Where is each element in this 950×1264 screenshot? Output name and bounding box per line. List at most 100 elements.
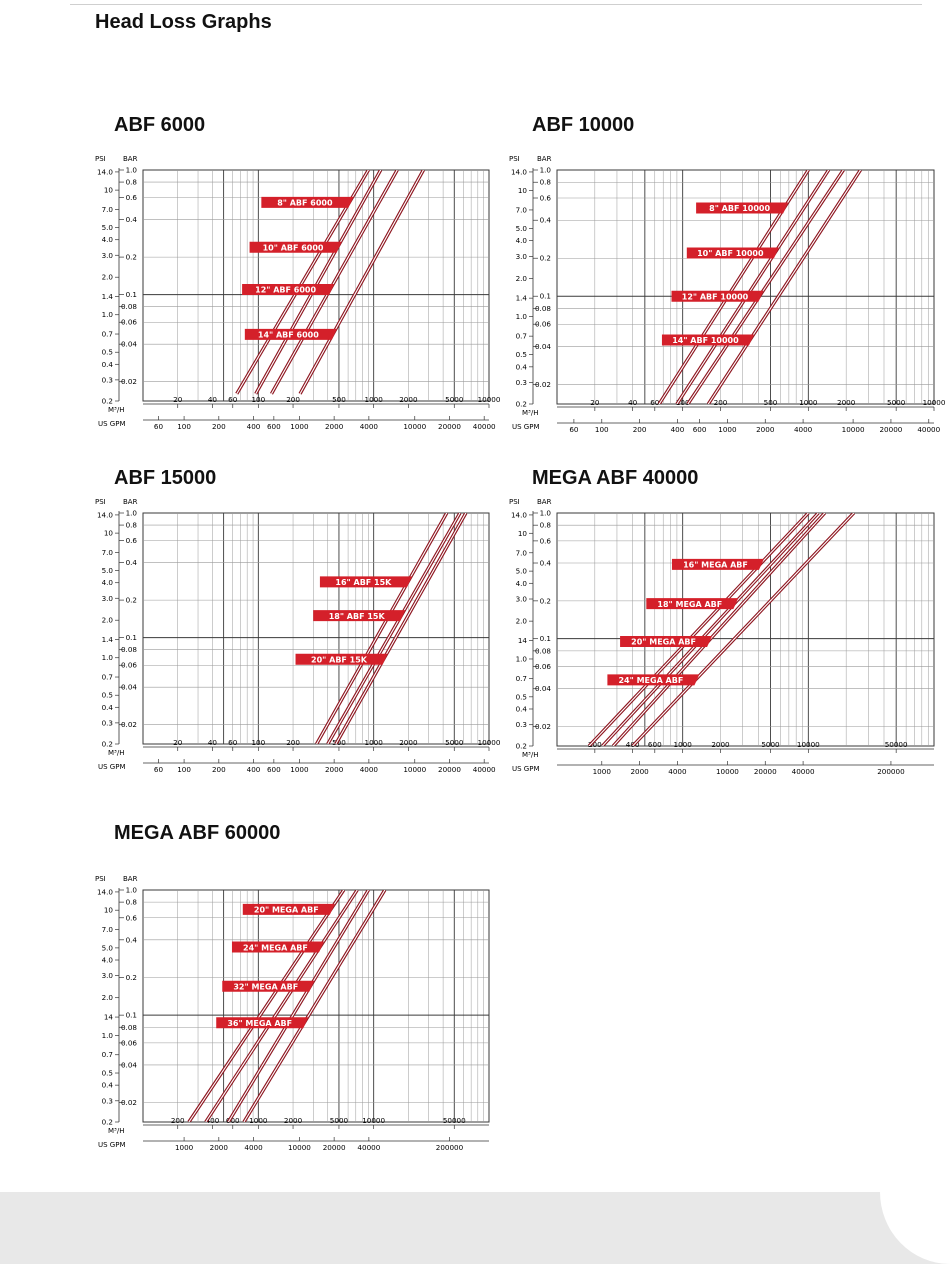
chart1-m3h-tick-label: 60 <box>650 398 660 407</box>
chart2-m3h-tick-label: 1000 <box>365 738 384 747</box>
chart3-series-label: 16" MEGA ABF <box>683 561 748 570</box>
chart1-gpm-tick-label: 40000 <box>917 425 940 434</box>
chart1-bar-tick-label: 0.02 <box>535 380 551 389</box>
chart0-gpm-tick-label: 100 <box>177 422 191 431</box>
chart3-curves <box>587 513 856 746</box>
chart0-psi-tick-label: 0.7 <box>102 330 113 339</box>
chart4-gpm-tick-label: 40000 <box>357 1143 380 1152</box>
chart2-gpm-tick-label: 2000 <box>325 765 344 774</box>
chart0-psi-tick-label: 5.0 <box>102 223 114 232</box>
chart3-series-label-tag <box>620 635 713 647</box>
series-curve-core <box>687 170 844 404</box>
chart4-series-label-tag <box>216 1017 309 1029</box>
chart0-series-label-tag <box>249 241 342 253</box>
chart2-gpm-tick-label: 600 <box>267 765 281 774</box>
chart4-bar-tick-label: 0.8 <box>126 898 138 907</box>
series-curve-core <box>205 890 358 1122</box>
chart2-series-label: 18" ABF 15K <box>329 612 386 621</box>
series-curve-core <box>602 513 819 746</box>
chart2-gpm-tick-label: 200 <box>212 765 226 774</box>
chart-title: ABF 15000 <box>114 467 217 489</box>
chart4-series-label-tag <box>231 941 324 953</box>
chart2-m3h-tick-label: 10000 <box>478 738 501 747</box>
chart4-bar-tick-label: 0.08 <box>121 1023 137 1032</box>
chart3-psi-tick-label: 5.0 <box>516 567 528 576</box>
chart0-bar-tick-label: 0.06 <box>121 318 137 327</box>
chart0-m3h-tick-label: 60 <box>228 395 238 404</box>
chart2-plot-frame <box>142 512 490 745</box>
chart2-psi-tick-label: 0.2 <box>102 740 113 749</box>
chart0-series-label-tag <box>261 196 354 208</box>
chart0-gpm-tick-label: 2000 <box>325 422 344 431</box>
chart4-bar-tick-label: 0.04 <box>121 1060 137 1069</box>
chart2-gpm-tick-label: 100 <box>177 765 191 774</box>
chart4-series-label-tag <box>222 980 315 992</box>
chart3-series-label: 24" MEGA ABF <box>618 676 683 685</box>
chart4-psi-tick-label: 0.2 <box>102 1118 113 1127</box>
chart2-psi-label: PSI <box>95 498 106 506</box>
chart3-series-label-tag <box>671 558 764 570</box>
chart1-gpm-tick-label: 10000 <box>842 425 865 434</box>
chart4-bar-tick-label: 0.02 <box>121 1098 137 1107</box>
chart3-bar-tick-label: 0.8 <box>540 521 552 530</box>
chart1-series-label: 8" ABF 10000 <box>709 204 770 213</box>
chart3-m3h-label: M³/H <box>522 751 538 759</box>
chart2-m3h-tick-label: 60 <box>228 738 238 747</box>
chart1-bar-tick-label: 0.04 <box>535 342 551 351</box>
chart3-psi-label: PSI <box>509 498 520 506</box>
chart2-psi-tick-label: 7.0 <box>102 548 114 557</box>
chart3-m3h-tick-label: 1000 <box>674 740 693 749</box>
chart4-m3h-tick-label: 600 <box>226 1116 240 1125</box>
chart1-psi-tick-label: 2.0 <box>516 274 528 283</box>
chart4-bar-tick-label: 1.0 <box>126 886 138 895</box>
chart4-bar-label: BAR <box>123 875 138 883</box>
chart0-psi-tick-label: 0.4 <box>102 360 114 369</box>
chart2-psi-tick-label: 5.0 <box>102 566 114 575</box>
chart4-psi-tick-label: 2.0 <box>102 993 114 1002</box>
chart1-psi-tick-label: 14.0 <box>511 167 527 176</box>
series-curve-core <box>299 170 424 395</box>
chart2-series-label: 20" ABF 15K <box>311 655 368 664</box>
chart0-bar-tick-label: 0.08 <box>121 302 137 311</box>
chart2-gpm-tick-label: 40000 <box>473 765 496 774</box>
chart4-psi-tick-label: 0.7 <box>102 1050 113 1059</box>
chart0-series-label: 8" ABF 6000 <box>277 199 333 208</box>
chart0-bar-tick-label: 0.4 <box>126 215 138 224</box>
chart1-psi-tick-label: 4.0 <box>516 236 528 245</box>
chart3-psi-tick-label: 2.0 <box>516 617 528 626</box>
chart3-psi-tick-label: 0.7 <box>516 674 527 683</box>
chart3-m3h-tick-label: 2000 <box>711 740 730 749</box>
chart1-psi-tick-label: 3.0 <box>516 252 528 261</box>
chart2-bar-tick-label: 0.2 <box>126 596 137 605</box>
chart2-bar-tick-label: 0.08 <box>121 645 137 654</box>
chart1-psi-tick-label: 0.5 <box>516 350 527 359</box>
chart3-gpm-tick-label: 20000 <box>754 767 777 776</box>
chart0-series-label-tag <box>244 328 337 340</box>
chart1-series-label-tag <box>696 202 789 214</box>
chart4-series-label: 20" MEGA ABF <box>254 906 319 915</box>
chart0-gpm-tick-label: 40000 <box>473 422 496 431</box>
chart2-m3h-tick-label: 200 <box>286 738 300 747</box>
chart2-psi-tick-label: 14.0 <box>97 510 113 519</box>
chart3-bar-tick-label: 0.02 <box>535 722 551 731</box>
chart0-gpm-label: US GPM <box>98 420 125 428</box>
chart1-psi-tick-label: 0.4 <box>516 362 528 371</box>
chart1-series-label-tag <box>671 290 764 302</box>
chart3-bar-tick-label: 0.1 <box>540 634 551 643</box>
chart-title: ABF 10000 <box>532 114 635 136</box>
chart4-psi-tick-label: 0.5 <box>102 1069 113 1078</box>
chart0-psi-label: PSI <box>95 155 106 163</box>
chart1-m3h-tick-label: 5000 <box>887 398 906 407</box>
chart1-bar-label: BAR <box>537 155 552 163</box>
chart1-m3h-tick-label: 200 <box>714 398 728 407</box>
chart0-bar-tick-label: 0.04 <box>121 340 137 349</box>
chart0-m3h-label: M³/H <box>108 406 124 414</box>
chart3-m3h-tick-label: 200 <box>588 740 602 749</box>
chart2-series-label-tag <box>313 610 406 622</box>
chart1-series-label: 10" ABF 10000 <box>697 249 764 258</box>
chart1-psi-tick-label: 1.0 <box>516 312 528 321</box>
chart0-m3h-tick-label: 10000 <box>478 395 501 404</box>
chart0-gpm-tick-label: 600 <box>267 422 281 431</box>
chart0-series-label: 10" ABF 6000 <box>263 243 324 252</box>
